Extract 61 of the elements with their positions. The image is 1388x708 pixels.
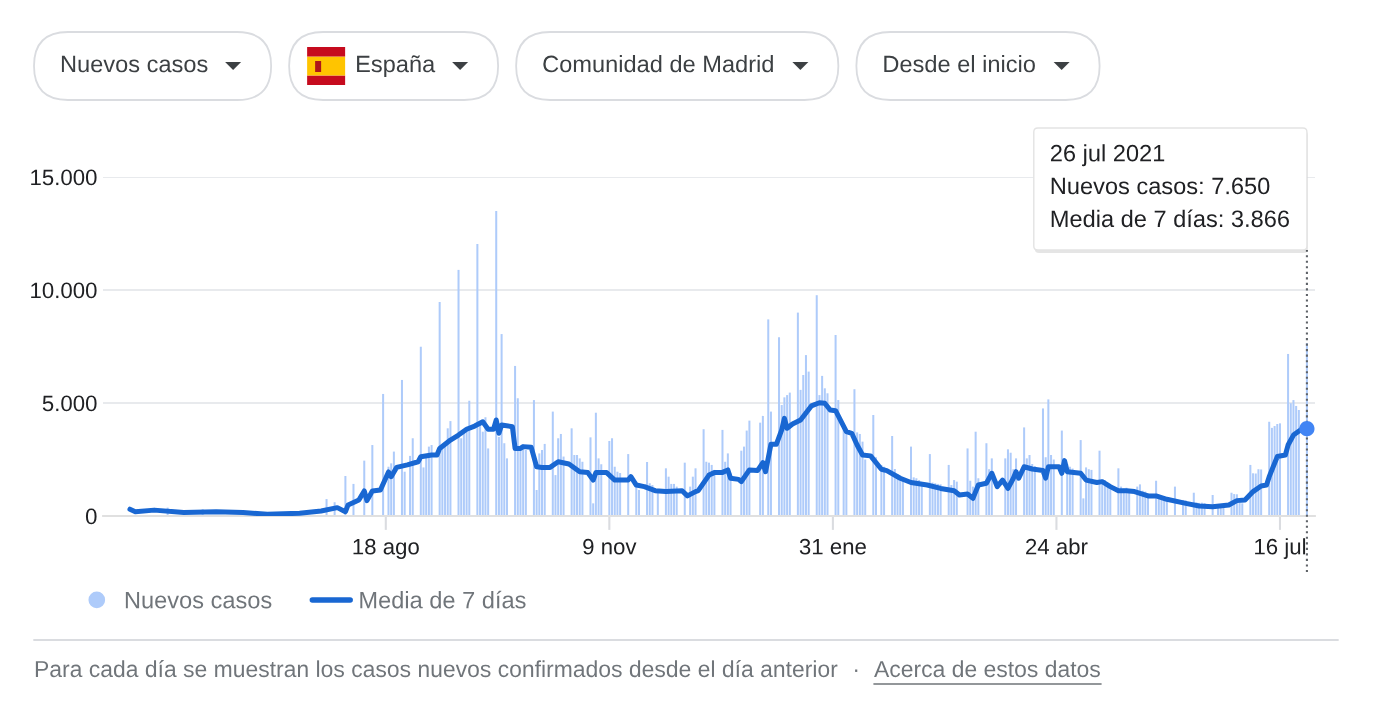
y-tick-label: 5.000 <box>42 395 97 412</box>
bar <box>457 269 460 516</box>
text: Desde el inicio <box>884 55 1035 73</box>
bar <box>928 454 931 516</box>
bar <box>966 448 969 516</box>
x-tick-label: 16 jul <box>1255 538 1306 559</box>
bar <box>1297 410 1300 516</box>
bar <box>524 450 527 516</box>
text: · <box>855 669 858 672</box>
bar <box>438 301 441 516</box>
bar <box>845 431 848 516</box>
bar <box>427 446 430 516</box>
bar <box>872 414 875 516</box>
bar <box>637 490 640 516</box>
bar <box>476 243 479 516</box>
text: Comunidad de Madrid <box>543 55 773 73</box>
y-tick-label: 15.000 <box>31 169 97 186</box>
bar <box>559 433 562 516</box>
bar <box>538 453 541 516</box>
bar <box>411 438 414 516</box>
bar <box>834 334 837 516</box>
bar <box>1028 454 1031 516</box>
bar <box>821 375 824 516</box>
bar <box>522 446 525 516</box>
bar <box>901 480 904 516</box>
bar <box>557 438 560 516</box>
bar <box>1241 503 1244 516</box>
text: Para cada día se muestran los casos nuevos confirmados desde el día anterior <box>35 660 838 678</box>
bar <box>400 379 403 516</box>
bar <box>748 420 751 516</box>
bar <box>1287 353 1290 516</box>
text: Nuevos casos <box>61 55 208 73</box>
text: Acerca de estos datos <box>874 660 1100 678</box>
x-tick-label: 31 ene <box>799 538 866 555</box>
y-tick-label: 10.000 <box>31 282 97 299</box>
bar <box>891 436 894 516</box>
bar <box>449 421 452 516</box>
x-tick-label: 9 nov <box>583 538 637 555</box>
bar <box>570 428 573 516</box>
bar <box>551 411 554 516</box>
bar <box>1079 440 1082 516</box>
bar <box>796 312 799 516</box>
bar <box>495 210 498 516</box>
annotation: 26 jul 2021 Nuevos casos: 7.650 Media de 7 días: 3.866 <box>1050 144 1289 228</box>
bar <box>484 417 487 516</box>
bar <box>419 346 422 516</box>
bar <box>543 443 546 516</box>
bar <box>430 445 433 516</box>
bar <box>778 337 781 516</box>
bar <box>804 355 807 516</box>
y-tick-label: 0 <box>85 508 97 525</box>
bar <box>815 295 818 516</box>
x-tick-label: 18 ago <box>353 538 419 559</box>
bar <box>721 429 724 516</box>
bar <box>468 400 471 516</box>
x-tick-label: 24 abr <box>1026 538 1088 555</box>
legend-label: Media de 7 días <box>360 590 526 609</box>
bar <box>909 446 913 516</box>
bar <box>500 334 503 516</box>
legend-label: Nuevos casos <box>125 591 272 609</box>
text: España <box>357 55 436 77</box>
